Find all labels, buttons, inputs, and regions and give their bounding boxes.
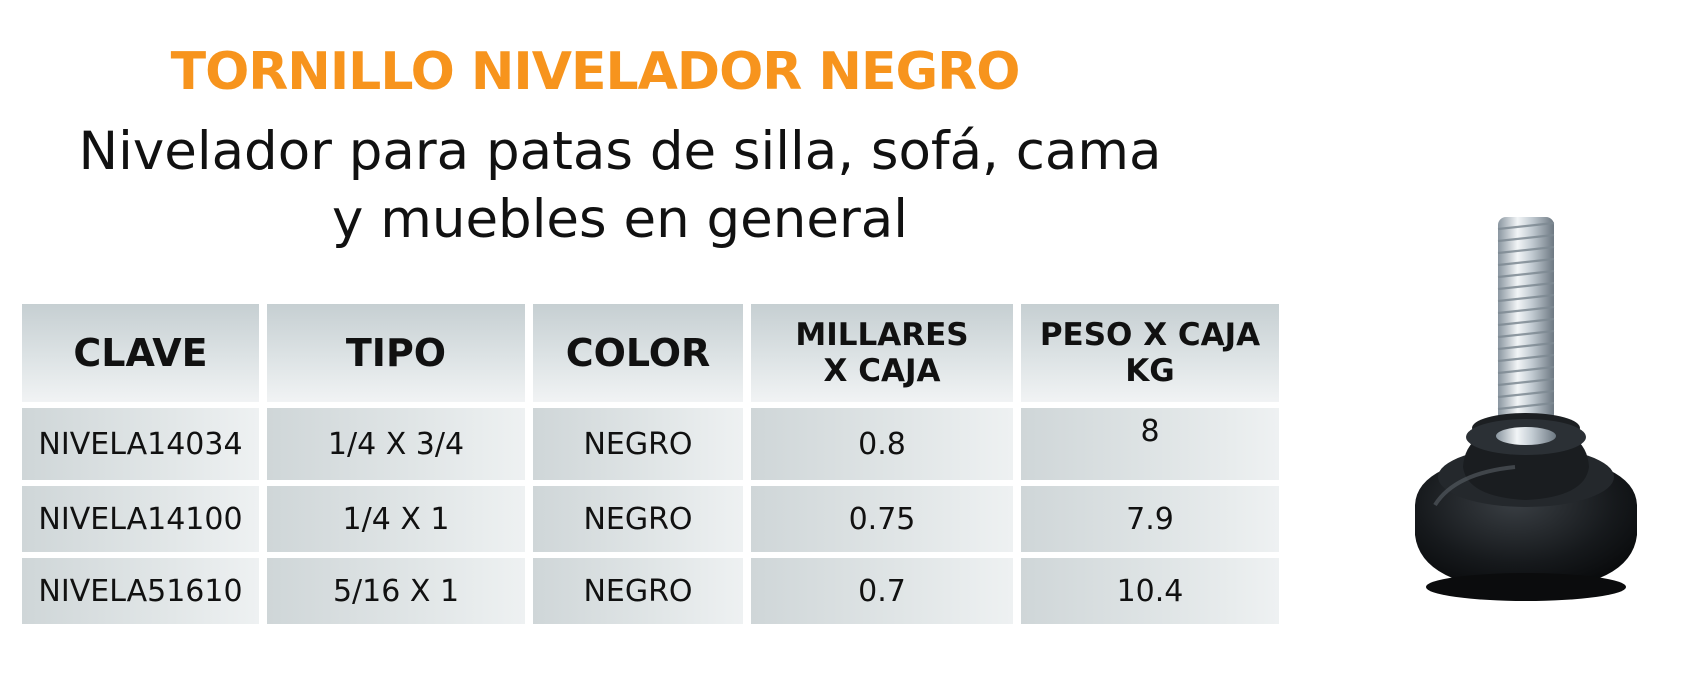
- subtitle-line-1: Nivelador para patas de silla, sofá, cam…: [78, 121, 1162, 182]
- spec-table: CLAVE TIPO COLOR MILLARES X CAJA PESO X …: [14, 298, 1287, 630]
- header-millares-line2: X CAJA: [823, 353, 941, 389]
- header-peso-line1: PESO X CAJA: [1039, 317, 1261, 353]
- cell-millares: 0.8: [751, 408, 1013, 480]
- cell-tipo: 1/4 X 1: [267, 486, 525, 552]
- cell-color: NEGRO: [533, 558, 743, 624]
- cell-clave: NIVELA14100: [22, 486, 259, 552]
- cell-peso: 7.9: [1021, 486, 1279, 552]
- header-peso-line2: KG: [1125, 353, 1175, 389]
- cell-clave: NIVELA14034: [22, 408, 259, 480]
- cell-clave: NIVELA51610: [22, 558, 259, 624]
- table-row: NIVELA51610 5/16 X 1 NEGRO 0.7 10.4: [22, 558, 1279, 624]
- product-subtitle: Nivelador para patas de silla, sofá, cam…: [30, 118, 1210, 254]
- header-peso: PESO X CAJA KG: [1021, 304, 1279, 402]
- header-millares-line1: MILLARES: [795, 317, 969, 353]
- cell-color: NEGRO: [533, 408, 743, 480]
- cell-color: NEGRO: [533, 486, 743, 552]
- header-color: COLOR: [533, 304, 743, 402]
- cell-millares: 0.75: [751, 486, 1013, 552]
- leveling-screw-icon: [1415, 217, 1637, 601]
- header-millares: MILLARES X CAJA: [751, 304, 1013, 402]
- subtitle-line-2: y muebles en general: [332, 189, 908, 250]
- cell-peso: 10.4: [1021, 558, 1279, 624]
- header-clave: CLAVE: [22, 304, 259, 402]
- cell-tipo: 1/4 X 3/4: [267, 408, 525, 480]
- table-header-row: CLAVE TIPO COLOR MILLARES X CAJA PESO X …: [22, 304, 1279, 402]
- header-tipo: TIPO: [267, 304, 525, 402]
- table-row: NIVELA14100 1/4 X 1 NEGRO 0.75 7.9: [22, 486, 1279, 552]
- cell-tipo: 5/16 X 1: [267, 558, 525, 624]
- cell-millares: 0.7: [751, 558, 1013, 624]
- cell-peso: 8: [1021, 408, 1279, 480]
- product-title: TORNILLO NIVELADOR NEGRO: [170, 42, 1021, 102]
- table-row: NIVELA14034 1/4 X 3/4 NEGRO 0.8 8: [22, 408, 1279, 480]
